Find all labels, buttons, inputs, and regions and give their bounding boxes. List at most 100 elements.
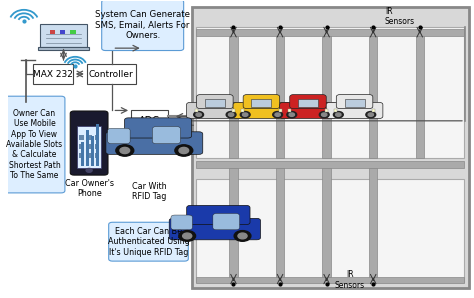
Bar xyxy=(96,124,99,166)
FancyBboxPatch shape xyxy=(233,103,290,119)
Bar xyxy=(196,27,464,158)
Bar xyxy=(196,29,464,36)
Circle shape xyxy=(226,111,236,118)
FancyBboxPatch shape xyxy=(243,94,280,108)
Bar xyxy=(77,126,101,168)
FancyBboxPatch shape xyxy=(109,222,188,261)
Circle shape xyxy=(238,233,247,239)
Bar xyxy=(80,153,84,158)
Circle shape xyxy=(179,148,189,153)
Bar xyxy=(229,36,237,158)
FancyBboxPatch shape xyxy=(187,205,250,225)
Circle shape xyxy=(333,111,343,118)
Bar xyxy=(86,130,89,166)
Text: IR
Sensors: IR Sensors xyxy=(385,7,415,26)
FancyBboxPatch shape xyxy=(171,215,192,230)
Bar xyxy=(369,36,377,158)
Bar xyxy=(232,109,235,111)
FancyBboxPatch shape xyxy=(213,213,239,230)
Bar xyxy=(87,64,136,84)
Bar xyxy=(191,7,469,288)
FancyBboxPatch shape xyxy=(102,0,183,51)
Bar xyxy=(95,153,100,158)
FancyBboxPatch shape xyxy=(106,132,203,154)
Bar xyxy=(229,168,237,277)
Circle shape xyxy=(273,111,283,118)
Bar xyxy=(87,135,91,140)
Circle shape xyxy=(120,148,130,153)
Bar xyxy=(345,99,365,107)
Bar xyxy=(40,24,87,47)
Bar xyxy=(196,277,464,283)
Text: System Can Generate
SMS, Email, Alerts For
Owners.: System Can Generate SMS, Email, Alerts F… xyxy=(95,10,190,40)
Bar xyxy=(87,153,91,158)
Bar xyxy=(334,109,337,111)
Text: Car Owner's
Phone: Car Owner's Phone xyxy=(64,179,114,198)
Bar xyxy=(322,168,331,277)
Bar xyxy=(205,99,225,107)
Circle shape xyxy=(175,145,193,156)
FancyBboxPatch shape xyxy=(290,94,326,108)
Circle shape xyxy=(321,113,327,116)
Circle shape xyxy=(243,113,248,116)
Bar xyxy=(60,30,65,35)
Circle shape xyxy=(182,233,192,239)
Bar xyxy=(80,135,84,140)
Bar xyxy=(38,47,89,50)
Circle shape xyxy=(319,111,329,118)
Circle shape xyxy=(289,113,294,116)
Bar xyxy=(241,109,244,111)
Bar xyxy=(196,161,464,168)
Bar xyxy=(95,144,100,149)
Bar xyxy=(95,135,100,140)
Circle shape xyxy=(179,231,196,241)
Bar xyxy=(322,36,331,158)
Bar xyxy=(276,36,284,158)
Bar xyxy=(70,30,76,35)
Text: Each Car Can Be
Authenticated Using
It's Unique RFID Tag: Each Car Can Be Authenticated Using It's… xyxy=(108,227,190,257)
Bar xyxy=(298,99,318,107)
FancyBboxPatch shape xyxy=(4,96,65,193)
Text: Controller: Controller xyxy=(89,70,134,79)
Circle shape xyxy=(368,113,374,116)
Bar xyxy=(325,109,328,111)
Bar xyxy=(288,109,291,111)
Bar xyxy=(50,30,55,35)
Bar xyxy=(87,144,91,149)
Circle shape xyxy=(275,113,280,116)
Circle shape xyxy=(196,113,201,116)
Text: Car With
RFID Tag: Car With RFID Tag xyxy=(132,181,167,201)
Bar xyxy=(91,136,94,166)
Bar xyxy=(196,179,464,283)
Bar xyxy=(276,168,284,277)
FancyBboxPatch shape xyxy=(187,103,243,119)
FancyBboxPatch shape xyxy=(108,128,130,144)
Circle shape xyxy=(234,231,251,241)
FancyBboxPatch shape xyxy=(125,118,191,138)
Bar xyxy=(80,144,84,149)
Bar xyxy=(251,99,272,107)
Bar xyxy=(81,142,84,166)
FancyBboxPatch shape xyxy=(153,127,181,144)
FancyBboxPatch shape xyxy=(169,218,261,240)
Bar xyxy=(416,36,424,158)
Bar xyxy=(131,111,168,131)
Circle shape xyxy=(240,111,250,118)
Text: IR
Sensors: IR Sensors xyxy=(335,271,365,290)
Circle shape xyxy=(366,111,376,118)
FancyBboxPatch shape xyxy=(197,94,233,108)
Circle shape xyxy=(116,145,134,156)
Circle shape xyxy=(228,113,234,116)
Text: MAX 232: MAX 232 xyxy=(33,70,73,79)
FancyBboxPatch shape xyxy=(337,94,373,108)
Bar xyxy=(369,168,377,277)
Circle shape xyxy=(287,111,297,118)
Bar xyxy=(372,109,375,111)
Text: Owner Can
Use Mobile
App To View
Available Slots
& Calculate
Shortest Path
To Th: Owner Can Use Mobile App To View Availab… xyxy=(6,109,63,180)
FancyBboxPatch shape xyxy=(70,111,108,175)
Circle shape xyxy=(336,113,341,116)
Bar xyxy=(195,109,198,111)
FancyBboxPatch shape xyxy=(280,103,337,119)
Bar xyxy=(33,64,73,84)
Text: ADC: ADC xyxy=(139,116,160,126)
